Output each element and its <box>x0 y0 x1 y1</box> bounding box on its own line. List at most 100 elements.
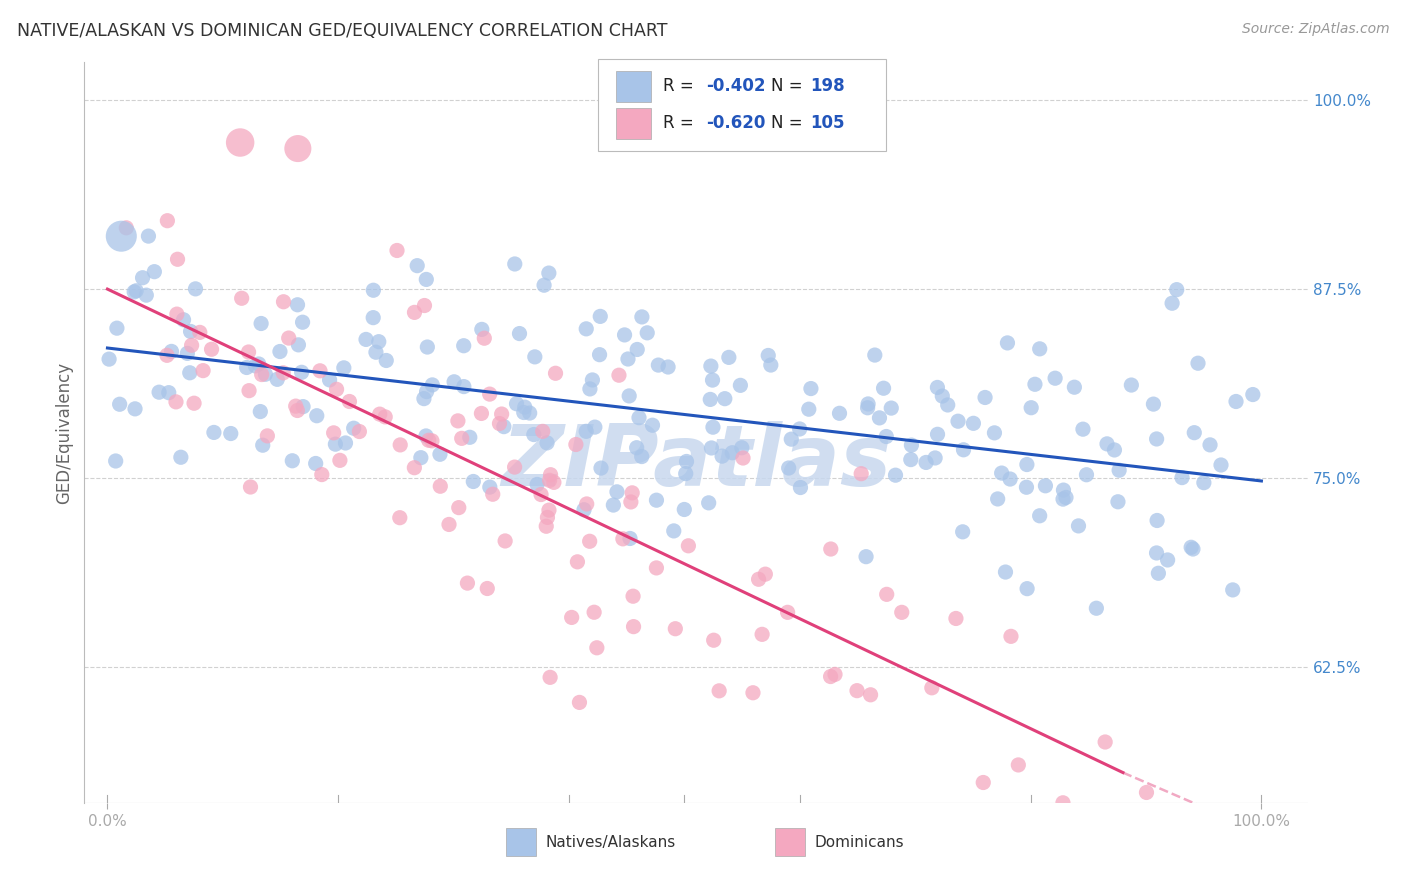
Point <box>157 385 180 400</box>
Point <box>697 496 720 510</box>
Point <box>1241 387 1264 401</box>
Point <box>1142 397 1164 411</box>
Point <box>568 695 591 709</box>
Point <box>513 405 536 419</box>
Text: Source: ZipAtlas.com: Source: ZipAtlas.com <box>1241 22 1389 37</box>
Point <box>325 437 347 451</box>
Point <box>1052 492 1074 507</box>
Point <box>124 401 146 416</box>
Point <box>645 561 668 575</box>
Point <box>367 334 389 349</box>
Point <box>110 229 132 244</box>
Point <box>602 498 624 512</box>
Point <box>287 298 309 312</box>
Point <box>443 375 465 389</box>
Point <box>589 461 612 475</box>
Point <box>291 365 314 379</box>
Point <box>612 532 634 546</box>
Point <box>575 425 598 439</box>
Point <box>125 284 148 298</box>
Point <box>751 627 773 641</box>
Point <box>623 620 645 634</box>
Point <box>673 502 696 516</box>
Point <box>453 339 475 353</box>
Point <box>1063 380 1085 394</box>
Point <box>1052 483 1074 497</box>
Point <box>478 480 501 494</box>
Point <box>191 363 214 377</box>
Point <box>1147 566 1170 581</box>
Point <box>537 503 560 517</box>
Point <box>700 441 723 455</box>
Point <box>927 380 949 394</box>
Point <box>1071 422 1094 436</box>
Text: N =: N = <box>770 114 807 132</box>
Point <box>1135 785 1157 799</box>
Point <box>1146 432 1168 446</box>
Point <box>305 409 328 423</box>
Point <box>789 422 811 436</box>
Point <box>630 450 652 464</box>
Point <box>305 457 328 471</box>
Point <box>538 474 561 488</box>
Point <box>1225 394 1247 409</box>
Point <box>613 327 636 342</box>
Point <box>247 357 270 371</box>
Point <box>583 420 606 434</box>
Point <box>863 348 886 362</box>
Point <box>579 382 602 396</box>
Point <box>364 345 387 359</box>
Point <box>508 326 530 341</box>
Point <box>800 382 823 396</box>
Point <box>872 381 894 395</box>
Point <box>415 429 437 443</box>
Text: Dominicans: Dominicans <box>814 835 904 849</box>
Point <box>375 353 398 368</box>
Point <box>876 587 898 601</box>
Point <box>647 358 669 372</box>
Point <box>533 278 555 293</box>
Point <box>429 447 451 461</box>
Point <box>900 452 922 467</box>
Point <box>586 640 609 655</box>
Point <box>742 686 765 700</box>
Point <box>138 229 160 244</box>
Point <box>900 438 922 452</box>
Point <box>1181 541 1204 556</box>
Point <box>936 398 959 412</box>
Point <box>115 220 138 235</box>
Point <box>1035 479 1057 493</box>
Point <box>1166 283 1188 297</box>
Point <box>349 425 371 439</box>
Point <box>250 317 273 331</box>
Point <box>415 384 437 399</box>
Point <box>420 434 443 448</box>
Point <box>184 282 207 296</box>
Point <box>453 379 475 393</box>
Point <box>385 244 408 258</box>
Point <box>176 346 198 360</box>
Point <box>374 409 396 424</box>
Point <box>188 326 211 340</box>
Point <box>481 487 503 501</box>
Point <box>416 340 439 354</box>
Point <box>1161 296 1184 310</box>
Point <box>333 360 356 375</box>
Point <box>156 213 179 227</box>
Point <box>824 667 846 681</box>
Point <box>952 524 974 539</box>
Point <box>287 338 309 352</box>
Point <box>179 366 201 380</box>
Point <box>418 434 440 448</box>
Point <box>98 352 121 367</box>
Point <box>575 322 598 336</box>
Point <box>309 364 332 378</box>
Point <box>641 418 664 433</box>
Point <box>108 397 131 411</box>
Point <box>505 397 527 411</box>
Point <box>1015 458 1038 472</box>
Point <box>990 466 1012 480</box>
Text: NATIVE/ALASKAN VS DOMINICAN GED/EQUIVALENCY CORRELATION CHART: NATIVE/ALASKAN VS DOMINICAN GED/EQUIVALE… <box>17 22 668 40</box>
Point <box>1000 629 1022 643</box>
Point <box>281 454 304 468</box>
